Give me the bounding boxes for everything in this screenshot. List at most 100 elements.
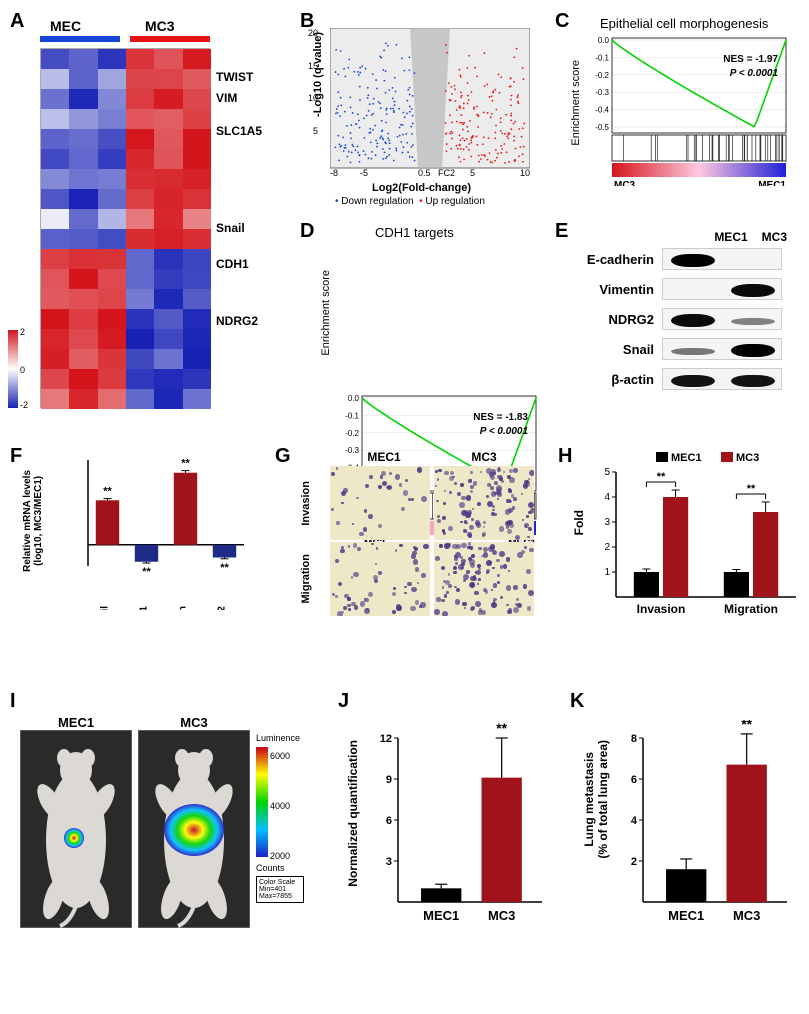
legend-tick: 0: [20, 365, 25, 375]
svg-text:3: 3: [604, 517, 610, 528]
panel-h-label: H: [558, 445, 572, 468]
i-col-mec1: MEC1: [20, 715, 132, 730]
svg-text:Invasion: Invasion: [637, 602, 686, 616]
heatmap-col-mec: MEC: [50, 18, 81, 34]
panel-i-images: MEC1 MC3 Luminence 600040002000 Counts C…: [20, 715, 310, 933]
svg-text:**: **: [747, 483, 756, 495]
svg-text:MEC1: MEC1: [671, 452, 702, 464]
volcano-plot: [330, 28, 530, 178]
svg-text:MEC1: MEC1: [668, 908, 704, 923]
svg-text:4: 4: [604, 492, 610, 503]
panel-h-ylabel: Fold: [572, 510, 586, 535]
panel-j-label: J: [338, 690, 349, 713]
svg-text:8: 8: [631, 733, 637, 745]
svg-text:-0.2: -0.2: [595, 71, 609, 80]
svg-text:-0.4: -0.4: [595, 106, 609, 115]
svg-text:5: 5: [604, 467, 610, 478]
i-col-mc3: MC3: [138, 715, 250, 730]
panel-g-label: G: [275, 445, 291, 468]
panel-g-images: MEC1 MC3 InvasionMigration: [300, 450, 540, 616]
svg-text:**: **: [142, 566, 151, 578]
blot-col-mc3: MC3: [762, 230, 787, 244]
g-row-label: Invasion: [300, 481, 330, 526]
heatmap: [40, 48, 210, 408]
panel-d-label: D: [300, 220, 314, 243]
counts-label: Counts: [256, 863, 304, 873]
panel-c-label: C: [555, 10, 569, 33]
blot-row-label: Vimentin: [580, 282, 662, 297]
svg-text:MC3: MC3: [736, 452, 759, 464]
svg-text:MC3: MC3: [733, 908, 760, 923]
g-col-mec1: MEC1: [334, 450, 434, 464]
gsea-c-title: Epithelial cell morphogenesis: [600, 16, 768, 31]
blot-col-mec1: MEC1: [714, 230, 747, 244]
micrograph: [330, 542, 430, 616]
svg-text:0.0: 0.0: [348, 394, 360, 403]
svg-text:**: **: [103, 486, 112, 498]
luminescence-label: Luminence: [256, 733, 304, 743]
svg-text:0.0: 0.0: [598, 36, 610, 45]
svg-text:**: **: [741, 720, 752, 732]
svg-text:-0.5: -0.5: [595, 123, 609, 132]
gsea-d-nes: NES = -1.83: [473, 412, 528, 423]
svg-text:**: **: [181, 458, 190, 470]
volcano-ylabel: -Log10 (q-value): [312, 32, 324, 117]
gsea-d-ylabel: Enrichment score: [320, 270, 332, 356]
panel-f-label: F: [10, 445, 22, 468]
svg-text:**: **: [657, 471, 666, 483]
svg-text:**: **: [496, 720, 507, 736]
heatmap-col-mc3: MC3: [145, 18, 175, 34]
svg-text:MC3: MC3: [614, 180, 636, 186]
svg-text:MEC1: MEC1: [423, 908, 459, 923]
heatmap-row-label: VIM: [216, 91, 237, 105]
volcano-legend: • Down regulation • Up regulation: [335, 196, 485, 207]
western-blot: MEC1 MC3 E-cadherinVimentinNDRG2Snailβ-a…: [580, 230, 795, 398]
svg-text:1: 1: [604, 567, 610, 578]
svg-text:6: 6: [631, 774, 637, 786]
blot-row-label: Snail: [580, 342, 662, 357]
svg-text:CDH1: CDH1: [139, 606, 150, 610]
svg-text:-0.1: -0.1: [345, 411, 359, 420]
gsea-c-plot: 0.0 -0.1 -0.2 -0.3 -0.4 -0.5 MC3 MEC1 NES = -1.…: [590, 36, 790, 186]
panel-j-ylabel: Normalized quantification: [346, 740, 360, 887]
panel-f-chart: **Snail**CDH1**Vimentin**NDRG2: [60, 450, 250, 610]
heatmap-legend: 2 0 -2: [8, 330, 28, 408]
heatmap-row-label: Snail: [216, 221, 245, 235]
svg-text:12: 12: [380, 733, 392, 745]
svg-text:-0.1: -0.1: [595, 53, 609, 62]
micrograph: [434, 542, 534, 616]
heatmap-col-bar-mc3: [130, 36, 210, 42]
svg-text:-0.3: -0.3: [595, 88, 609, 97]
gsea-d-title: CDH1 targets: [375, 225, 454, 240]
color-scale-box: Color Scale Min=401 Max=7855: [256, 876, 304, 903]
svg-text:6: 6: [386, 815, 392, 827]
panel-h-chart: 12345MEC1MC3**Invasion**Migration: [590, 450, 800, 625]
panel-e-label: E: [555, 220, 568, 243]
gsea-c-p: P < 0.0001: [730, 68, 778, 79]
gsea-c-nes: NES = -1.97: [723, 54, 778, 65]
g-row-label: Migration: [300, 554, 330, 604]
panel-a-label: A: [10, 10, 24, 33]
panel-i-label: I: [10, 690, 16, 713]
blot-row-label: NDRG2: [580, 312, 662, 327]
micrograph: [330, 466, 430, 540]
svg-text:MEC1: MEC1: [758, 180, 786, 186]
heatmap-row-label: NDRG2: [216, 314, 258, 328]
svg-text:Vimentin: Vimentin: [178, 606, 189, 610]
svg-text:2: 2: [604, 542, 610, 553]
micrograph: [434, 466, 534, 540]
svg-text:3: 3: [386, 856, 392, 868]
svg-text:4: 4: [631, 815, 638, 827]
heatmap-col-bar-mec: [40, 36, 120, 42]
panel-k-label: K: [570, 690, 584, 713]
legend-up: Up regulation: [425, 196, 484, 207]
svg-text:-0.2: -0.2: [345, 429, 359, 438]
heatmap-row-label: SLC1A5: [216, 124, 262, 138]
legend-tick: 2: [20, 327, 25, 337]
blot-row-label: E-cadherin: [580, 252, 662, 267]
svg-text:MC3: MC3: [488, 908, 515, 923]
volcano-xlabel: Log2(Fold-change): [372, 182, 471, 194]
heatmap-row-labels: TWISTVIMSLC1A5SnailCDH1NDRG2: [216, 48, 286, 408]
svg-text:Snail: Snail: [100, 606, 111, 610]
gsea-d-p: P < 0.0001: [480, 426, 528, 437]
